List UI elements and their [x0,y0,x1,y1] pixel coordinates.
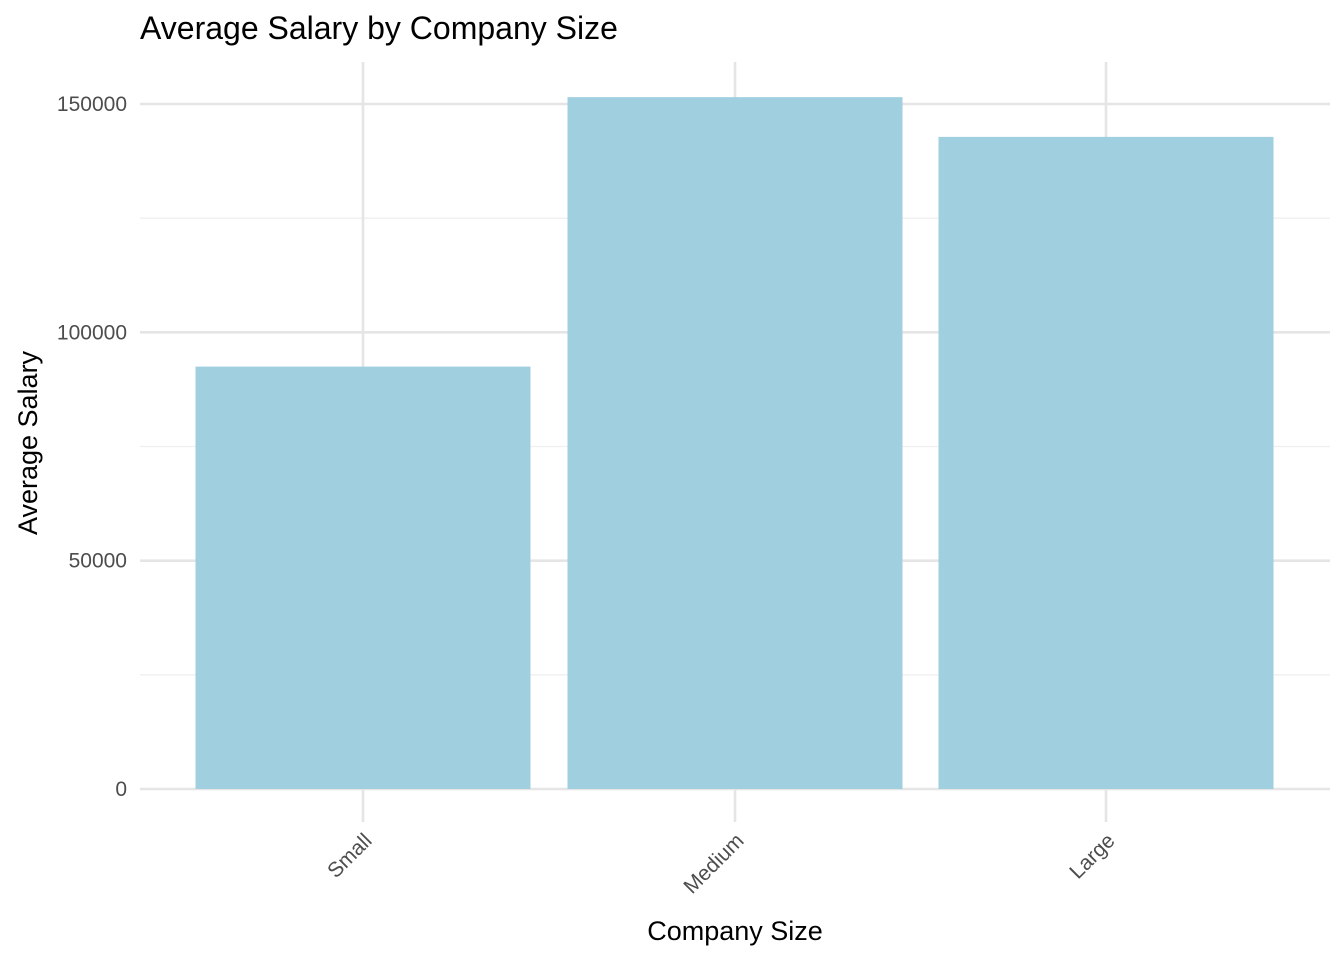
bar-small [195,366,531,789]
x-axis-title: Company Size [647,916,823,946]
chart-title: Average Salary by Company Size [140,10,618,46]
y-tick-label: 50000 [69,550,127,573]
y-tick-label: 150000 [57,93,127,116]
bar-medium [567,97,903,789]
y-axis-title: Average Salary [13,350,43,535]
y-tick-label: 100000 [57,321,127,344]
y-tick-label: 0 [115,778,127,801]
bars-layer [195,97,1274,789]
bar-large [938,136,1274,789]
